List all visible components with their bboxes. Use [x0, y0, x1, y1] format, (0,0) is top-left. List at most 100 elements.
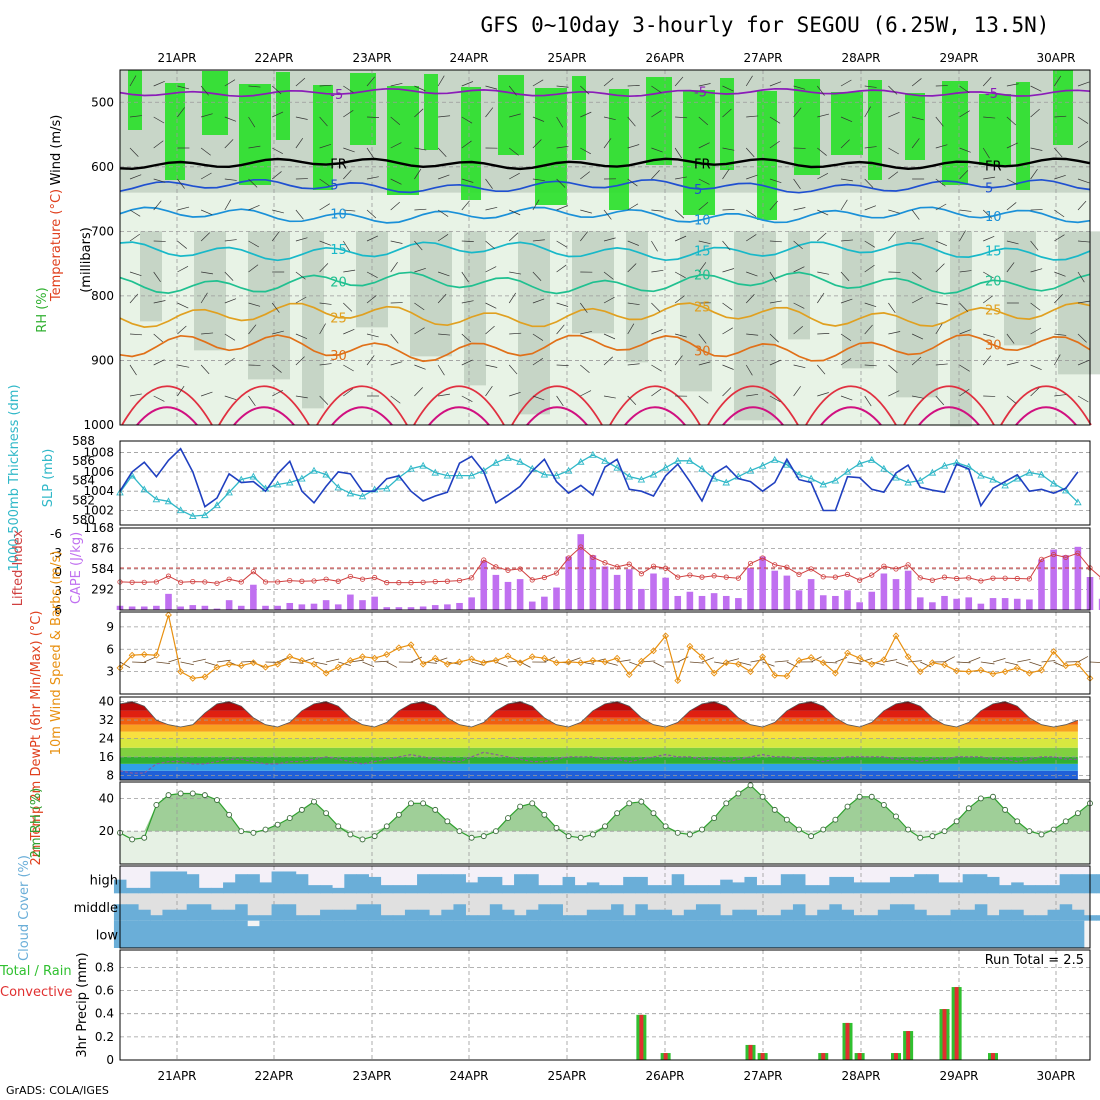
isotherm-line-6: [119, 302, 1091, 328]
cape-bar-78: [1062, 555, 1070, 610]
isotherm-label-1-1: FR: [694, 158, 711, 173]
cape-tick-0: 292: [91, 583, 114, 597]
cloud-high-cell-9: [223, 882, 236, 894]
cloud-low-cell-56: [792, 920, 806, 948]
cloud-low-cell-63: [877, 920, 891, 948]
wind-barb: [675, 176, 687, 180]
wind-barb: [698, 361, 711, 366]
wind-barb: [366, 333, 379, 338]
cloud-high-cell-67: [926, 874, 939, 894]
wind-barb: [982, 147, 990, 159]
cape-bar-3: [153, 605, 160, 610]
wind-barb: [864, 324, 873, 335]
wind-barb: [224, 395, 237, 401]
rh2m-point-47: [686, 831, 693, 838]
wind-barb: [224, 79, 236, 87]
temp-line: [119, 701, 1079, 728]
thickness-point-79: [1074, 498, 1082, 506]
cape-bar-27: [444, 604, 451, 610]
cloud-high-cell-7: [198, 887, 212, 894]
cloud-high-cell-16: [307, 885, 321, 894]
cloud-high-cell-4: [162, 871, 175, 894]
top-date-label-5: 26APR: [645, 51, 684, 65]
wind10m-barb-69: [956, 661, 971, 664]
wind10m-point-3: [152, 651, 160, 659]
thickness-point-38: [576, 457, 585, 465]
lifted-index-point-28: [456, 577, 463, 584]
wind-barb: [201, 113, 213, 118]
cloud-low-cell-72: [986, 920, 1000, 948]
lifted-index-point-22: [384, 580, 390, 586]
wind-barb: [603, 209, 612, 220]
cape-tick-1: 584: [91, 562, 114, 576]
cloud-middle-cell-26: [429, 915, 442, 921]
cloud-low-cell-17: [320, 920, 333, 948]
cloud-frame: [119, 865, 1091, 949]
wind10m-barb-59: [835, 657, 848, 663]
thickness-point-17: [322, 470, 330, 478]
cloud-middle-cell-10: [235, 904, 248, 921]
wind-barb: [1077, 271, 1085, 283]
lifted-index-tick-4: 6: [54, 603, 62, 617]
cape-bar-12: [262, 605, 269, 610]
wind-barb: [485, 107, 494, 118]
cloud-low-cell-47: [683, 920, 697, 948]
lifted-index-point-19: [347, 573, 353, 580]
cloud-low-cell-39: [586, 920, 600, 948]
wind-barb: [769, 140, 780, 149]
upper-air-frame: [119, 69, 1091, 426]
wind10m-barb-80: [1089, 661, 1100, 663]
lifted-index-point-68: [941, 574, 948, 580]
wind-barb: [485, 240, 495, 249]
wind-barb: [651, 329, 663, 335]
wind-barb: [319, 116, 328, 127]
wind-barb: [722, 387, 732, 397]
precip-convective-bar-10: [954, 987, 959, 1060]
thickness-point-66: [916, 476, 925, 484]
wind10m-point-15: [298, 657, 306, 664]
wind-barb: [390, 333, 399, 344]
wind10m-barb-60: [847, 661, 862, 665]
wind-barb: [722, 209, 735, 211]
wind-barb: [603, 333, 616, 340]
cape-bar-17: [322, 600, 330, 610]
wind10m-barb-47: [689, 661, 704, 664]
rh2m-point-1: [129, 836, 136, 843]
wind10m-point-63: [880, 656, 888, 664]
cloud-middle-cell-56: [792, 904, 806, 921]
wind-barb: [580, 171, 590, 180]
cloud-low-cell-76: [1035, 920, 1048, 948]
cape-bar-42: [625, 569, 633, 610]
wind10m-point-20: [359, 653, 366, 661]
cloud-high-cell-40: [598, 885, 612, 894]
hot-arch-inner-9: [1015, 406, 1077, 426]
wind-barb: [343, 147, 355, 153]
thickness-point-22: [382, 484, 391, 492]
thickness-point-42: [625, 472, 634, 480]
rh-band-50-0: [140, 231, 162, 322]
wind10m-barb-8: [216, 659, 231, 663]
wind-barb: [272, 390, 283, 397]
wind-barb: [603, 356, 614, 366]
wind-barb: [224, 271, 234, 281]
cloud-middle-cell-45: [659, 909, 673, 921]
precip-convective-bar-6: [857, 1053, 862, 1060]
wind-barb: [1006, 361, 1019, 366]
cloud-middle-cell-81: [1096, 915, 1100, 921]
cape-bar-22: [383, 607, 391, 610]
wind10m-point-31: [492, 657, 500, 664]
cloud-middle-cell-49: [708, 904, 721, 921]
wind-barb: [864, 264, 875, 273]
wind-barb: [651, 169, 660, 180]
cloud-middle-cell-36: [550, 904, 563, 921]
bottom-date-label-2: 23APR: [352, 1069, 391, 1083]
rh-band-90-7: [387, 86, 419, 195]
thickness-point-19: [346, 489, 355, 497]
cloud-middle-cell-13: [271, 904, 285, 921]
wind10m-point-11: [249, 659, 257, 667]
wind-barb: [603, 395, 616, 399]
wind-barb: [200, 172, 212, 180]
cloud-middle-cell-12: [259, 915, 272, 921]
wind-barb: [746, 333, 759, 336]
wind10m-point-10: [237, 662, 245, 670]
